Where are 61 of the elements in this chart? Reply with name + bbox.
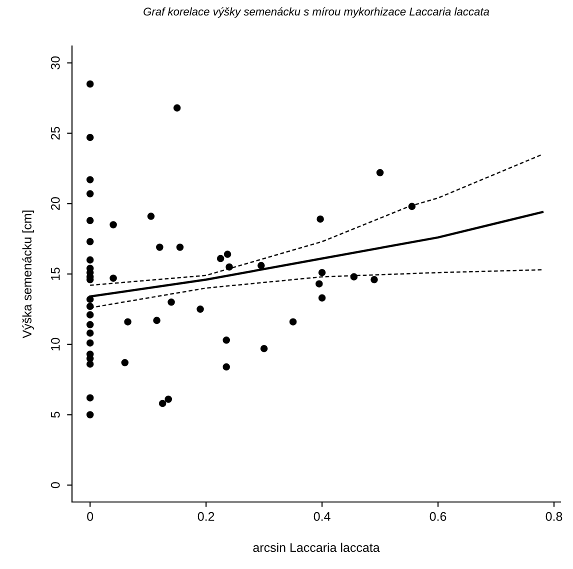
point bbox=[376, 169, 384, 176]
point bbox=[173, 104, 181, 112]
x-tick-label: 0 bbox=[87, 512, 94, 521]
point bbox=[289, 318, 297, 326]
point bbox=[216, 254, 224, 262]
point bbox=[258, 262, 265, 270]
x-tick-label: 0.2 bbox=[198, 512, 214, 521]
point bbox=[86, 176, 94, 184]
point bbox=[86, 190, 94, 198]
point bbox=[86, 360, 94, 368]
point bbox=[153, 316, 160, 324]
point bbox=[176, 244, 184, 251]
point bbox=[86, 134, 94, 142]
point bbox=[86, 256, 94, 264]
point bbox=[86, 339, 94, 347]
line-series bbox=[89, 154, 544, 286]
point bbox=[370, 276, 378, 284]
point bbox=[316, 280, 323, 288]
y-tick-label: 0 bbox=[50, 482, 60, 488]
point bbox=[86, 329, 94, 337]
y-tick-label: 25 bbox=[50, 126, 60, 140]
point bbox=[86, 216, 94, 224]
point bbox=[156, 244, 164, 251]
point bbox=[408, 202, 416, 210]
point bbox=[121, 359, 129, 366]
y-axis-title: Výška semenácku [cm] bbox=[22, 210, 34, 338]
point bbox=[110, 274, 117, 282]
y-tick-label: 20 bbox=[50, 197, 60, 210]
point bbox=[86, 411, 94, 418]
point bbox=[318, 268, 326, 276]
point bbox=[224, 250, 232, 258]
point bbox=[110, 221, 117, 228]
point bbox=[86, 321, 94, 328]
x-axis-title: arcsin Laccaria laccata bbox=[253, 542, 380, 552]
x-tick-label: 0.8 bbox=[546, 512, 562, 521]
y-tick-label: 10 bbox=[50, 338, 60, 350]
point bbox=[158, 400, 166, 408]
point bbox=[86, 80, 94, 88]
y-tick-label: 15 bbox=[51, 268, 60, 280]
point bbox=[124, 318, 132, 326]
x-tick-label: 0.4 bbox=[314, 512, 330, 521]
point bbox=[222, 363, 230, 371]
y-tick-label: 5 bbox=[51, 412, 60, 418]
point bbox=[147, 212, 155, 220]
y-tick-label: 30 bbox=[50, 56, 60, 70]
point bbox=[260, 344, 268, 352]
point bbox=[86, 302, 94, 310]
chart-title: Graf korelace výšky semenácku s mírou mykorhizace Laccaria laccata bbox=[144, 7, 490, 18]
point bbox=[86, 394, 94, 402]
point bbox=[164, 396, 172, 403]
point bbox=[222, 336, 230, 344]
point bbox=[168, 298, 175, 306]
point bbox=[316, 215, 324, 223]
point bbox=[350, 273, 358, 280]
point bbox=[86, 238, 94, 246]
x-tick-label: 0.6 bbox=[430, 512, 446, 521]
point bbox=[196, 306, 204, 313]
point bbox=[86, 311, 94, 318]
point bbox=[86, 296, 94, 303]
point bbox=[226, 263, 233, 271]
point bbox=[318, 294, 326, 302]
